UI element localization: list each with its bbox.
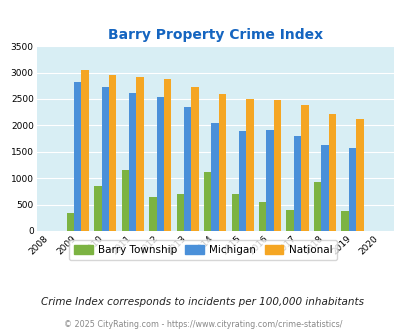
Bar (183, 108, 191, 231)
Bar (66, 213, 74, 231)
Bar (301, 105, 308, 231)
Bar (321, 145, 328, 231)
Bar (341, 211, 348, 231)
Bar (286, 210, 293, 231)
Bar (356, 119, 363, 231)
Bar (81, 71, 89, 231)
Bar (313, 182, 321, 231)
Bar (101, 87, 109, 231)
Legend: Barry Township, Michigan, National: Barry Township, Michigan, National (68, 240, 337, 260)
Bar (122, 170, 129, 231)
Bar (156, 97, 164, 231)
Bar (211, 123, 218, 231)
Bar (94, 186, 101, 231)
Bar (293, 136, 301, 231)
Bar (348, 148, 356, 231)
Bar (129, 93, 136, 231)
Bar (149, 197, 156, 231)
Bar (218, 94, 226, 231)
Bar (273, 100, 281, 231)
Text: Crime Index corresponds to incidents per 100,000 inhabitants: Crime Index corresponds to incidents per… (41, 297, 364, 307)
Bar (239, 131, 246, 231)
Bar (258, 203, 266, 231)
Text: © 2025 CityRating.com - https://www.cityrating.com/crime-statistics/: © 2025 CityRating.com - https://www.city… (64, 319, 341, 329)
Bar (164, 80, 171, 231)
Bar (74, 82, 81, 231)
Bar (136, 77, 143, 231)
Bar (266, 130, 273, 231)
Bar (204, 172, 211, 231)
Bar (176, 194, 183, 231)
Bar (109, 75, 116, 231)
Bar (231, 194, 239, 231)
Bar (246, 99, 253, 231)
Title: Barry Property Crime Index: Barry Property Crime Index (107, 28, 322, 42)
Bar (328, 114, 335, 231)
Bar (191, 87, 198, 231)
